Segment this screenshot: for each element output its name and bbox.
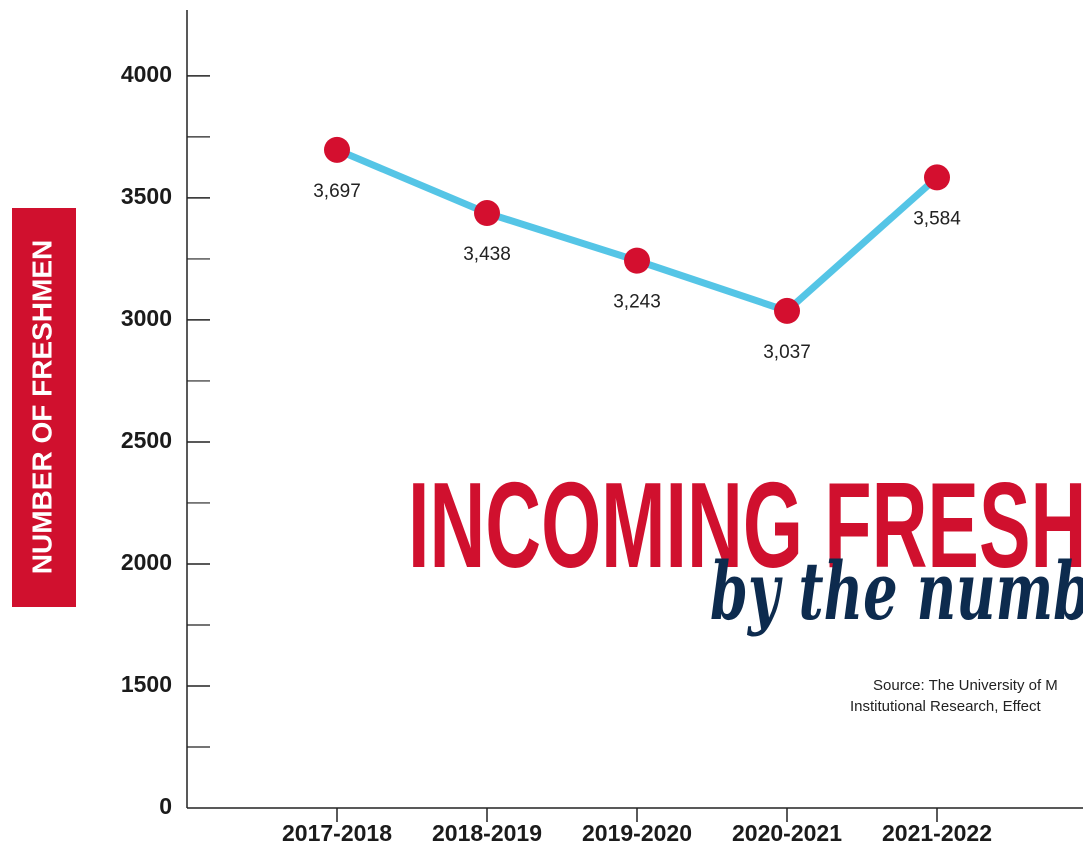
source-line: Source: The University of M — [873, 677, 1058, 694]
value-label: 3,438 — [463, 244, 511, 265]
value-label: 3,243 — [613, 292, 661, 313]
y-tick-label: 3000 — [121, 305, 172, 331]
x-tick-label: 2018-2019 — [432, 820, 542, 846]
x-tick-label: 2019-2020 — [582, 820, 692, 846]
y-axis-label: NUMBER OF FRESHMEN — [26, 240, 57, 574]
value-label: 3,037 — [763, 342, 811, 363]
y-tick-label: 4000 — [121, 61, 172, 87]
value-label: 3,697 — [313, 181, 361, 202]
line — [335, 146, 940, 315]
x-tick-label: 2017-2018 — [282, 820, 392, 846]
marker — [324, 136, 350, 163]
source-line: Institutional Research, Effect — [850, 698, 1041, 715]
y-tick-label: 1500 — [121, 671, 172, 697]
y-tick-label: 2000 — [121, 549, 172, 575]
chart-subtitle: by the numbers — [710, 544, 1083, 638]
y-tick-label: 2500 — [121, 427, 172, 453]
x-tick-label: 2020-2021 — [732, 820, 842, 846]
y-tick-label: 3500 — [121, 183, 172, 209]
chart-title: INCOMING FRESHMEN — [408, 457, 1083, 593]
marker — [924, 164, 950, 191]
marker — [624, 247, 650, 274]
y-label-box — [12, 208, 76, 607]
value-label: 3,584 — [913, 208, 961, 229]
marker — [474, 200, 500, 227]
x-tick-label: 2021-2022 — [882, 820, 992, 846]
y-tick-label: 0 — [159, 793, 172, 819]
marker — [774, 297, 800, 324]
